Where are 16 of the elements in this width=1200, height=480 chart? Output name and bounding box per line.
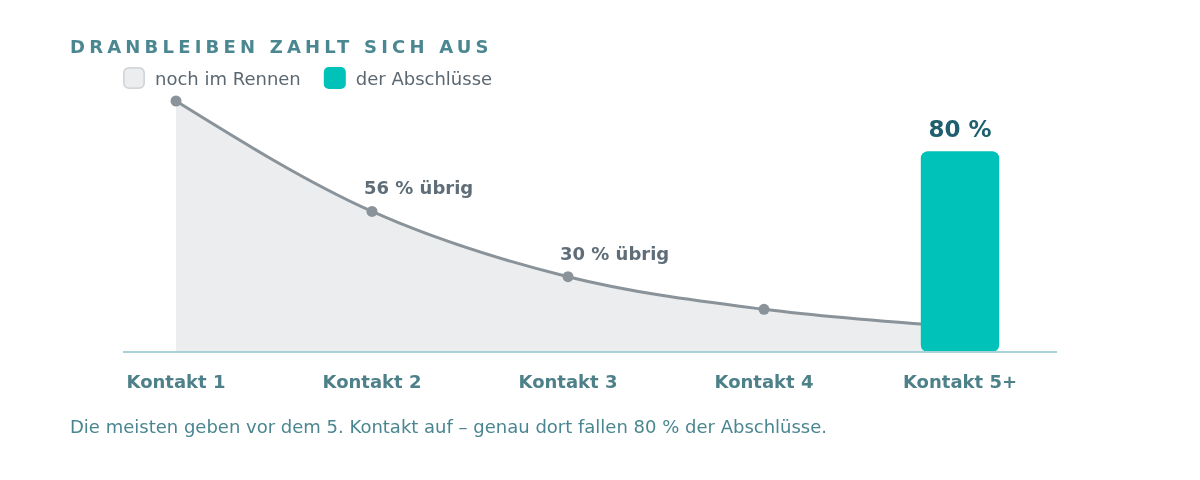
point bbox=[562, 271, 574, 283]
x-tick-label: Kontakt 3 bbox=[518, 371, 618, 392]
point bbox=[366, 205, 378, 217]
point bbox=[758, 303, 770, 315]
chart-title: DRANBLEIBEN ZAHLT SICH AUS bbox=[70, 36, 493, 57]
point bbox=[170, 95, 182, 107]
data-label: 80 % bbox=[928, 116, 992, 143]
x-tick-label: Kontakt 1 bbox=[126, 371, 226, 392]
data-label: 30 % übrig bbox=[560, 242, 670, 264]
x-tick-label: Kontakt 4 bbox=[714, 371, 814, 392]
x-tick-label: Kontakt 2 bbox=[322, 371, 422, 392]
legend-label: noch im Rennen bbox=[155, 67, 301, 89]
text: Die meisten geben vor dem 5. Kontakt auf – genau dort fallen 80 % der Abschlüsse. bbox=[70, 416, 828, 437]
x-tick-label: Kontakt 5+ bbox=[902, 371, 1018, 392]
legend-label: der Abschlüsse bbox=[355, 67, 493, 89]
data-label: 56 % übrig bbox=[364, 177, 474, 199]
